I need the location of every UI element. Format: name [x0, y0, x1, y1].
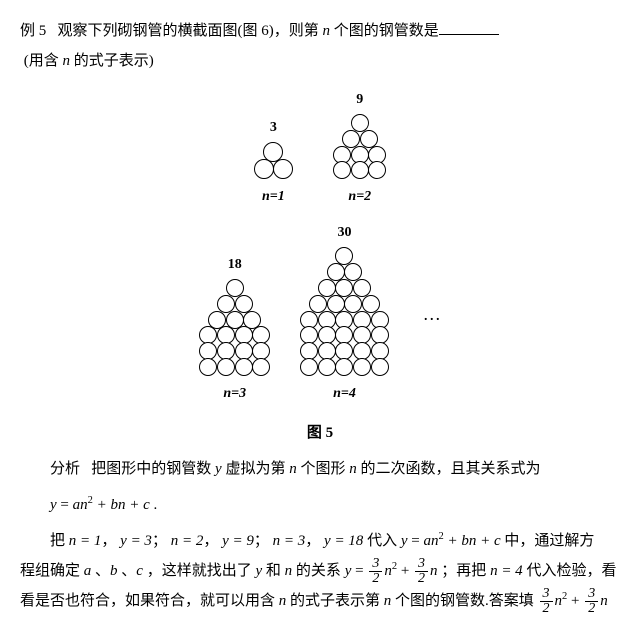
pyramid-label: n=3	[223, 380, 246, 408]
pipe-circle	[235, 358, 253, 376]
equation-1: y = an2 + bn + c .	[50, 490, 620, 520]
pyramid-4: 30 n=4	[300, 219, 389, 408]
pyramid-count: 9	[356, 86, 363, 114]
problem-text-2: 个图的钢管数是	[334, 23, 439, 39]
pipe-circle	[335, 358, 353, 376]
pyramid-count: 18	[228, 251, 242, 279]
circle-row	[199, 358, 270, 376]
pyramid-label: n=4	[333, 380, 356, 408]
circle-row	[300, 358, 389, 376]
problem-sub-n: n	[63, 53, 71, 69]
analysis-label: 分析	[50, 461, 80, 477]
pipe-circle	[333, 161, 351, 179]
pipe-circle	[368, 161, 386, 179]
answer-blank	[439, 19, 499, 35]
pipe-circle	[199, 358, 217, 376]
pipe-circle	[217, 358, 235, 376]
problem-label: 例 5	[20, 23, 46, 39]
figure-row-2: 18 n=3 30 n=4 …	[199, 219, 440, 408]
figure-caption: 图 5	[20, 418, 620, 448]
problem-var-n: n	[323, 23, 331, 39]
pyramid-count: 3	[270, 114, 277, 142]
circle-row	[333, 161, 386, 179]
problem-text-1: 观察下列砌钢管的横截面图(图 6)，则第	[58, 23, 319, 39]
pyramid-1: 3 n=1	[254, 114, 294, 211]
pyramid-2: 9 n=2	[333, 86, 386, 211]
pipe-circle	[273, 159, 293, 179]
answer-eq: 32n2 + 32n	[538, 593, 608, 609]
pyramid-3: 18 n=3	[199, 251, 270, 408]
problem-sub-b: 的式子表示)	[74, 53, 154, 69]
pipe-circle	[252, 358, 270, 376]
figure-dots: …	[423, 296, 441, 332]
pipe-circle	[300, 358, 318, 376]
pipe-circle	[318, 358, 336, 376]
pyramid-count: 30	[337, 219, 351, 247]
problem-line-1: 例 5 观察下列砌钢管的横截面图(图 6)，则第 n 个图的钢管数是	[20, 16, 620, 46]
problem-sub-a: (用含	[24, 53, 59, 69]
pipe-circle	[371, 358, 389, 376]
figure-area: 3 n=1 9 n=2 18 n=3 30 n=4 … 图 5	[20, 86, 620, 448]
problem-line-2: (用含 n 的式子表示)	[20, 46, 620, 76]
analysis-line-4: 看是否也符合，如果符合，就可以用含 n 的式子表示第 n 个图的钢管数.答案填 …	[20, 586, 620, 616]
analysis-line-1: 分析 把图形中的钢管数 y 虚拟为第 n 个图形 n 的二次函数，且其关系式为	[20, 454, 620, 484]
circle-row	[254, 159, 294, 179]
analysis-line-3: 程组确定 a 、b 、c ，这样就找出了 y 和 n 的关系 y = 32n2 …	[20, 556, 620, 586]
pyramid-label: n=2	[348, 183, 371, 211]
pipe-circle	[353, 358, 371, 376]
pipe-circle	[254, 159, 274, 179]
pipe-circle	[351, 161, 369, 179]
figure-row-1: 3 n=1 9 n=2	[20, 86, 620, 211]
relation-eq: y = 32n2 + 32n	[345, 563, 442, 579]
pyramid-label: n=1	[262, 183, 285, 211]
